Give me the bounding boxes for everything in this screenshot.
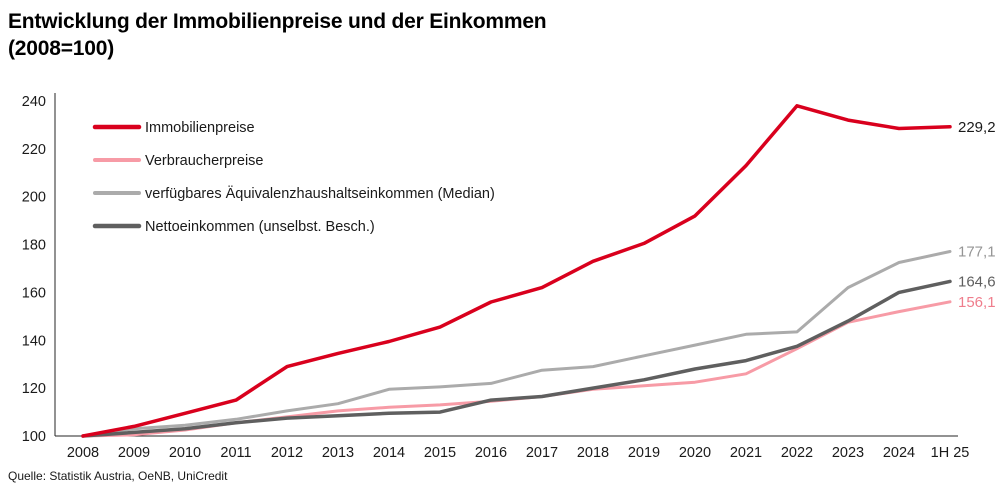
- y-tick-label: 200: [22, 190, 46, 206]
- series-end-label-3: 164,6: [958, 273, 996, 290]
- x-tick-label: 2013: [322, 445, 354, 461]
- x-tick-label: 2022: [781, 445, 813, 461]
- series-end-label-1: 156,1: [958, 294, 996, 311]
- y-tick-label: 140: [22, 333, 46, 349]
- x-tick-label: 2015: [424, 445, 456, 461]
- x-tick-label: 2024: [883, 445, 915, 461]
- x-tick-label: 2012: [271, 445, 303, 461]
- x-tick-label: 2011: [220, 445, 251, 461]
- x-tick-label: 2017: [526, 445, 558, 461]
- chart-title-line2: (2008=100): [8, 37, 115, 61]
- x-tick-label: 2010: [169, 445, 201, 461]
- line-chart: 100 120 140 160 180 200 220 240 2008 2009 2010 2011…: [22, 93, 996, 461]
- series-line-3: [81, 279, 952, 438]
- x-tick-label: 2018: [577, 445, 609, 461]
- series-line-1: [81, 300, 952, 438]
- x-tick-label: 2020: [679, 445, 711, 461]
- chart-title-line1: Entwicklung der Immobilienpreise und der…: [8, 10, 547, 33]
- legend-label-2: verfügbares Äquivalenzhaushaltseinkommen…: [145, 185, 495, 202]
- series-line-0: [81, 104, 952, 438]
- y-tick-label: 220: [22, 142, 46, 158]
- legend-label-0: Immobilienpreise: [145, 120, 255, 136]
- x-tick-label: 2023: [832, 445, 864, 461]
- x-tick-label: 2021: [730, 445, 762, 461]
- y-tick-label: 240: [22, 94, 46, 110]
- x-tick-label: 1H 25: [931, 445, 970, 461]
- x-tick-label: 2009: [118, 445, 150, 461]
- legend-label-3: Nettoeinkommen (unselbst. Besch.): [145, 219, 375, 235]
- y-tick-label: 160: [22, 285, 46, 301]
- y-tick-label: 180: [22, 238, 46, 254]
- series-end-label-2: 177,1: [958, 244, 996, 261]
- series-line-2: [81, 250, 952, 438]
- series-end-label-0: 229,2: [958, 119, 996, 136]
- x-tick-label: 2016: [475, 445, 507, 461]
- source-note: Quelle: Statistik Austria, OeNB, UniCred…: [8, 469, 228, 483]
- x-tick-label: 2014: [373, 445, 405, 461]
- legend-label-1: Verbraucherpreise: [145, 153, 264, 169]
- x-tick-label: 2019: [628, 445, 660, 461]
- chart-title: Entwicklung der Immobilienpreise und der…: [8, 8, 547, 63]
- y-tick-label: 100: [22, 429, 46, 445]
- y-tick-label: 120: [22, 381, 46, 397]
- x-tick-label: 2008: [67, 445, 99, 461]
